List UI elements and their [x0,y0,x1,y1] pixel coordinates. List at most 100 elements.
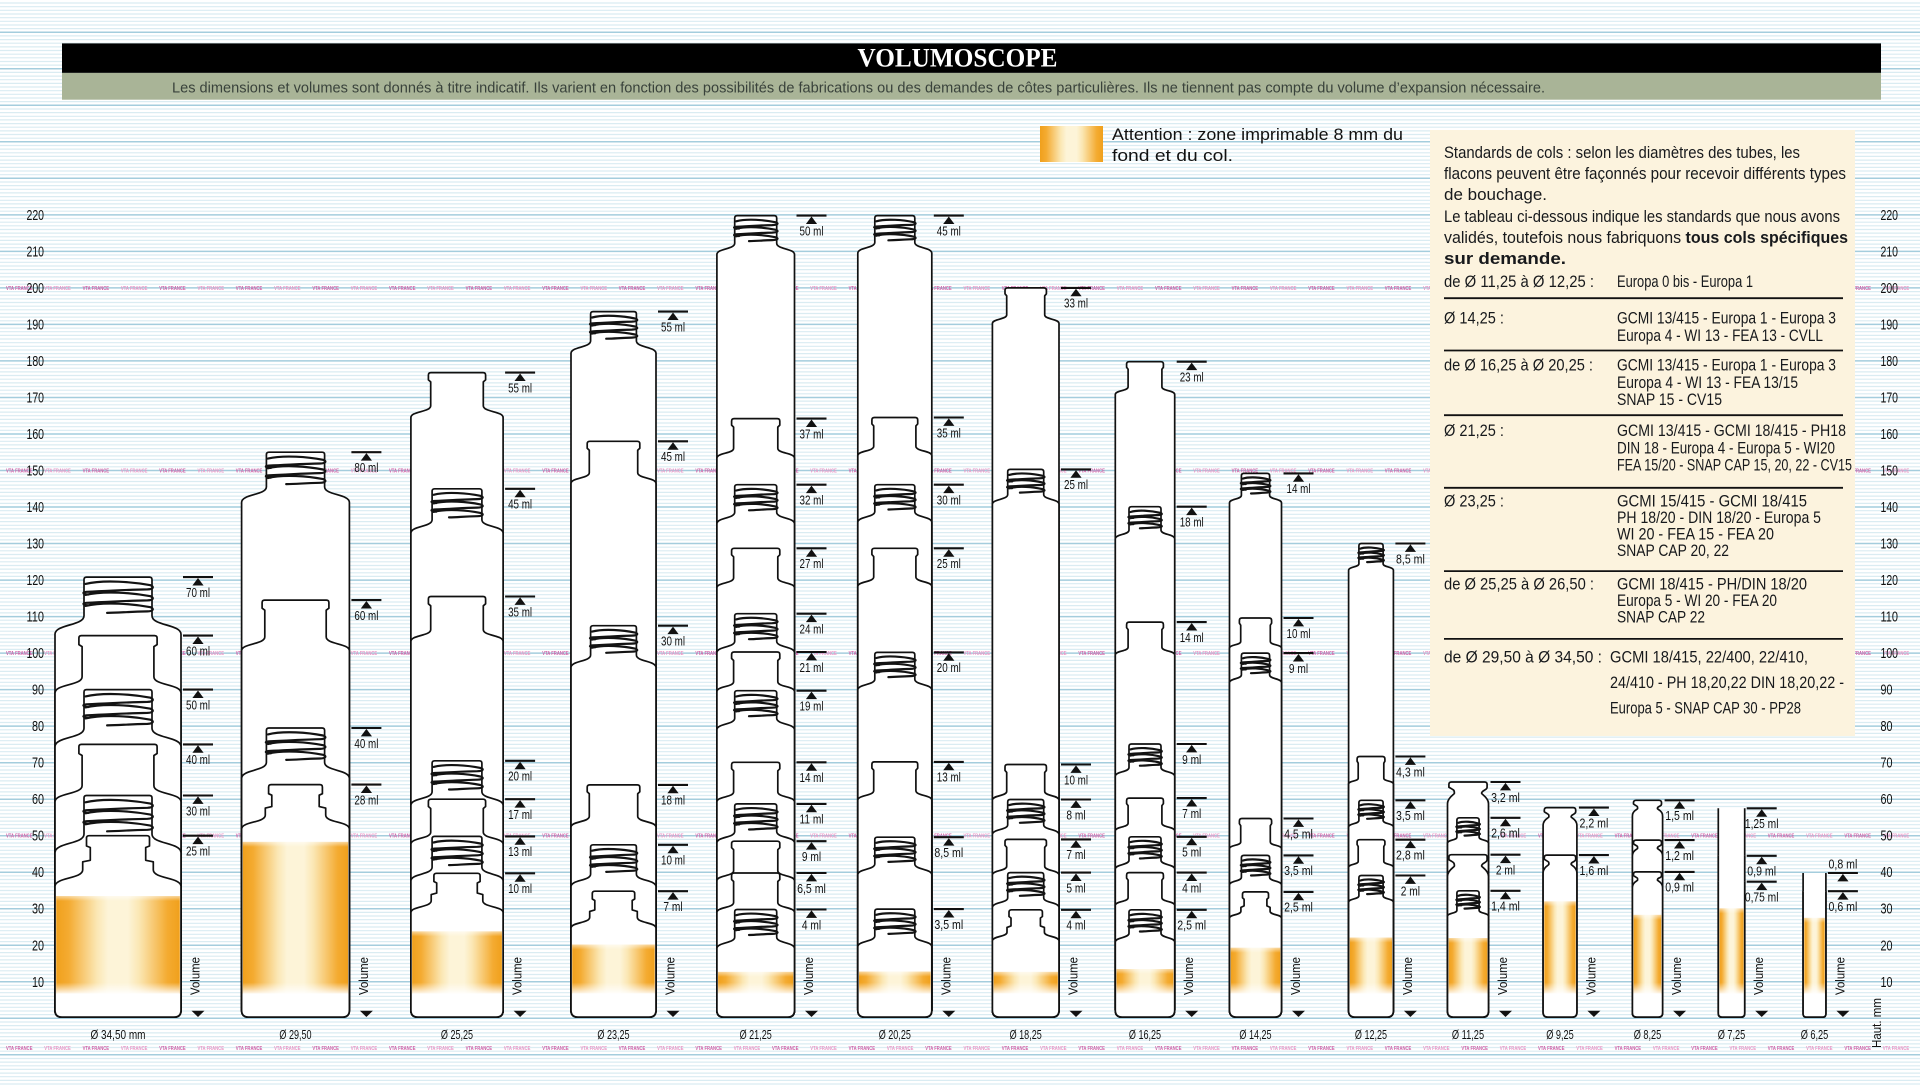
svg-text:90: 90 [1881,683,1893,699]
svg-text:VTA FRANCE: VTA FRANCE [1883,1046,1910,1052]
svg-text:VTA FRANCE: VTA FRANCE [121,286,148,292]
svg-text:VTA FRANCE: VTA FRANCE [6,469,33,475]
svg-text:210: 210 [27,244,45,260]
svg-text:100: 100 [1881,646,1899,662]
svg-text:VTA FRANCE: VTA FRANCE [1385,469,1412,475]
svg-text:50 ml: 50 ml [800,223,824,238]
svg-text:FEA 15/20 - SNAP CAP 15, 20, 2: FEA 15/20 - SNAP CAP 15, 20, 22 - CV15 [1617,457,1852,475]
svg-text:VTA FRANCE: VTA FRANCE [198,651,225,657]
svg-text:30 ml: 30 ml [661,634,685,649]
svg-text:Volume: Volume [1584,957,1598,995]
svg-text:VTA FRANCE: VTA FRANCE [1538,1046,1565,1052]
svg-text:60 ml: 60 ml [186,643,210,658]
svg-text:140: 140 [27,500,45,516]
svg-text:Ø 23,25: Ø 23,25 [597,1027,629,1042]
svg-text:VTA FRANCE: VTA FRANCE [1347,286,1374,292]
svg-text:20: 20 [32,938,44,954]
svg-text:20 ml: 20 ml [508,769,532,784]
svg-text:VTA FRANCE: VTA FRANCE [236,469,263,475]
svg-text:60: 60 [1881,792,1893,808]
svg-text:25 ml: 25 ml [186,844,210,859]
svg-text:VTA FRANCE: VTA FRANCE [1423,1046,1450,1052]
svg-text:VTA FRANCE: VTA FRANCE [6,1046,33,1052]
svg-text:2,5 ml: 2,5 ml [1177,918,1206,933]
svg-text:8,5 ml: 8,5 ml [1396,551,1425,566]
svg-text:flacons peuvent être façonnés: flacons peuvent être façonnés pour recev… [1444,165,1846,183]
svg-text:VTA FRANCE: VTA FRANCE [1883,286,1910,292]
svg-text:VTA FRANCE: VTA FRANCE [581,1046,608,1052]
svg-text:150: 150 [27,464,45,480]
svg-text:13 ml: 13 ml [937,770,961,785]
svg-text:4,3 ml: 4,3 ml [1396,764,1425,779]
svg-text:VTA FRANCE: VTA FRANCE [542,1046,569,1052]
svg-text:VTA FRANCE: VTA FRANCE [695,286,722,292]
svg-text:VTA FRANCE: VTA FRANCE [1615,1046,1642,1052]
svg-text:VTA FRANCE: VTA FRANCE [351,469,378,475]
svg-text:150: 150 [1881,464,1899,480]
svg-text:VTA FRANCE: VTA FRANCE [1844,651,1871,657]
svg-text:Volume: Volume [802,957,816,995]
svg-text:0,9 ml: 0,9 ml [1665,880,1694,895]
svg-text:30 ml: 30 ml [186,803,210,818]
svg-text:80: 80 [32,719,44,735]
svg-text:10: 10 [32,975,44,991]
svg-text:VTA FRANCE: VTA FRANCE [504,1046,531,1052]
svg-text:VTA FRANCE: VTA FRANCE [695,651,722,657]
svg-text:Ø 21,25: Ø 21,25 [740,1027,772,1042]
svg-text:55 ml: 55 ml [508,380,532,395]
svg-text:SNAP 15 - CV15: SNAP 15 - CV15 [1617,391,1722,409]
svg-text:VTA FRANCE: VTA FRANCE [44,286,71,292]
svg-text:8,5 ml: 8,5 ml [934,845,963,860]
svg-text:14 ml: 14 ml [1180,630,1204,645]
svg-text:20 ml: 20 ml [937,660,961,675]
svg-text:VTA FRANCE: VTA FRANCE [1232,469,1259,475]
svg-text:1,4 ml: 1,4 ml [1491,899,1520,914]
svg-text:VTA FRANCE: VTA FRANCE [389,286,416,292]
svg-text:VTA FRANCE: VTA FRANCE [542,469,569,475]
svg-text:Ø 14,25: Ø 14,25 [1239,1027,1271,1042]
svg-text:VTA FRANCE: VTA FRANCE [121,469,148,475]
svg-text:9 ml: 9 ml [1289,661,1308,676]
svg-text:VTA FRANCE: VTA FRANCE [810,1046,837,1052]
svg-text:VTA FRANCE: VTA FRANCE [657,834,684,840]
svg-text:VTA FRANCE: VTA FRANCE [1040,1046,1067,1052]
svg-text:validés, toutefois nous fabriq: validés, toutefois nous fabriquons tous … [1444,229,1848,247]
svg-text:200: 200 [1881,281,1899,297]
svg-text:140: 140 [1881,500,1899,516]
svg-text:10 ml: 10 ml [508,881,532,896]
svg-text:9 ml: 9 ml [802,849,821,864]
svg-text:Volume: Volume [664,957,678,995]
svg-text:VTA FRANCE: VTA FRANCE [810,834,837,840]
svg-text:90: 90 [32,683,44,699]
svg-text:VTA FRANCE: VTA FRANCE [466,286,493,292]
svg-text:2,8 ml: 2,8 ml [1396,848,1425,863]
svg-text:VTA FRANCE: VTA FRANCE [159,286,186,292]
svg-text:25 ml: 25 ml [1064,477,1088,492]
svg-text:Volume: Volume [939,957,953,995]
svg-text:DIN 18 - Europa 4 - Europa 5 -: DIN 18 - Europa 4 - Europa 5 - WI20 [1617,439,1835,457]
svg-text:VTA FRANCE: VTA FRANCE [1308,651,1335,657]
svg-text:GCMI 13/415 - Europa 1 - Europ: GCMI 13/415 - Europa 1 - Europa 3 [1617,310,1836,328]
svg-text:VTA FRANCE: VTA FRANCE [1308,834,1335,840]
svg-text:1,2 ml: 1,2 ml [1665,848,1694,863]
svg-text:GCMI 15/415 - GCMI 18/415: GCMI 15/415 - GCMI 18/415 [1617,493,1807,511]
svg-text:11 ml: 11 ml [800,812,824,827]
svg-text:VTA FRANCE: VTA FRANCE [887,1046,914,1052]
svg-text:VTA FRANCE: VTA FRANCE [44,1046,71,1052]
svg-text:VTA FRANCE: VTA FRANCE [1040,286,1067,292]
svg-text:25 ml: 25 ml [937,556,961,571]
svg-text:VTA FRANCE: VTA FRANCE [427,286,454,292]
svg-text:VTA FRANCE: VTA FRANCE [6,286,33,292]
svg-text:VTA FRANCE: VTA FRANCE [389,651,416,657]
svg-text:170: 170 [1881,391,1899,407]
svg-text:Ø 8,25: Ø 8,25 [1634,1027,1662,1042]
svg-text:VTA FRANCE: VTA FRANCE [274,286,301,292]
svg-text:VTA FRANCE: VTA FRANCE [1232,286,1259,292]
svg-text:Volume: Volume [1401,957,1415,995]
svg-text:VTA FRANCE: VTA FRANCE [1806,1046,1833,1052]
svg-text:VTA FRANCE: VTA FRANCE [925,1046,952,1052]
svg-text:VTA FRANCE: VTA FRANCE [1308,286,1335,292]
svg-text:VTA FRANCE: VTA FRANCE [351,1046,378,1052]
svg-text:27 ml: 27 ml [800,556,824,571]
svg-text:70: 70 [32,756,44,772]
